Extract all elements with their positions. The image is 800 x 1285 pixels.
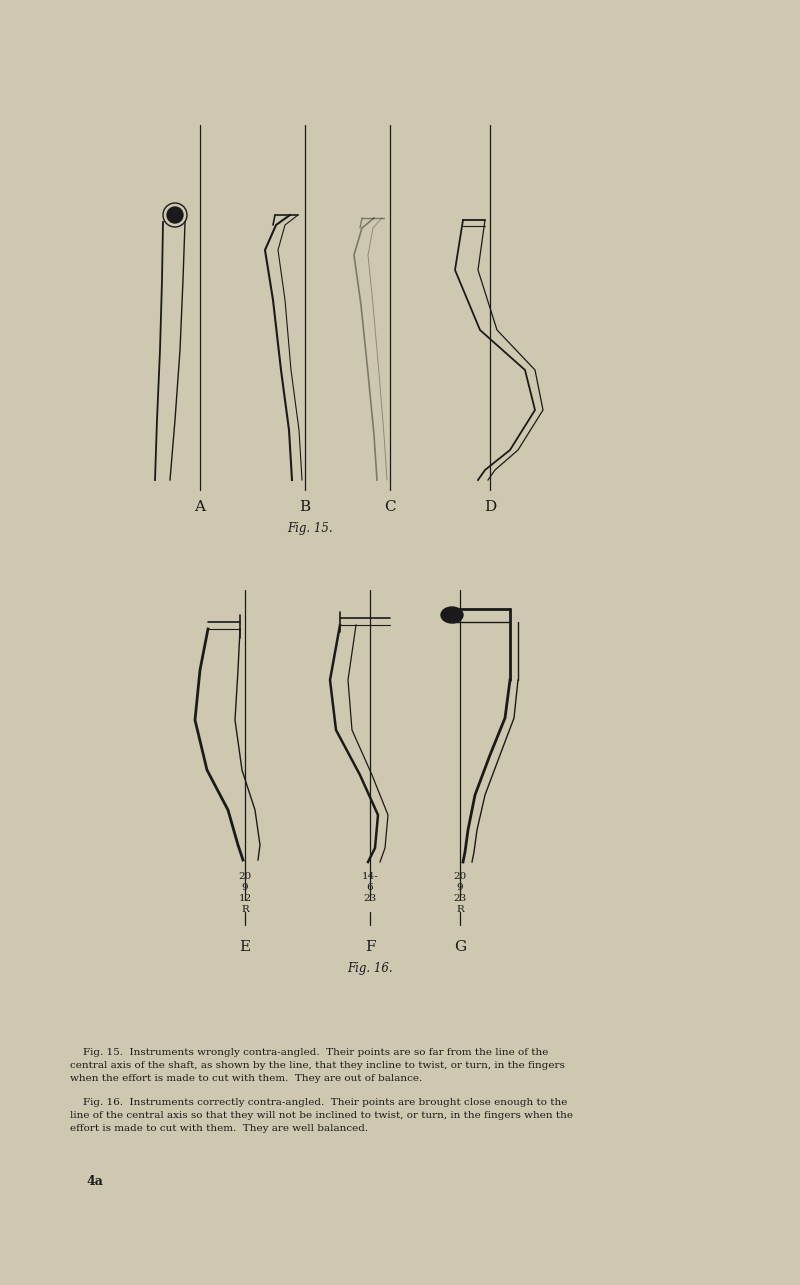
- Text: Fig. 16.: Fig. 16.: [347, 962, 393, 975]
- Text: A: A: [194, 500, 206, 514]
- Ellipse shape: [441, 607, 463, 623]
- Text: B: B: [299, 500, 310, 514]
- Text: 14-
6
23: 14- 6 23: [362, 873, 378, 903]
- Text: F: F: [365, 941, 375, 953]
- Text: 20
9
23
R: 20 9 23 R: [454, 873, 466, 915]
- Text: Fig. 15.  Instruments wrongly contra-angled.  Their points are so far from the l: Fig. 15. Instruments wrongly contra-angl…: [70, 1049, 565, 1083]
- Text: G: G: [454, 941, 466, 953]
- Text: Fig. 16.  Instruments correctly contra-angled.  Their points are brought close e: Fig. 16. Instruments correctly contra-an…: [70, 1097, 573, 1132]
- Text: 20
9
12
R: 20 9 12 R: [238, 873, 252, 915]
- Text: E: E: [239, 941, 250, 953]
- Text: 4a: 4a: [86, 1174, 103, 1189]
- Text: D: D: [484, 500, 496, 514]
- Text: Fig. 15.: Fig. 15.: [287, 522, 333, 535]
- Text: C: C: [384, 500, 396, 514]
- Circle shape: [167, 207, 183, 224]
